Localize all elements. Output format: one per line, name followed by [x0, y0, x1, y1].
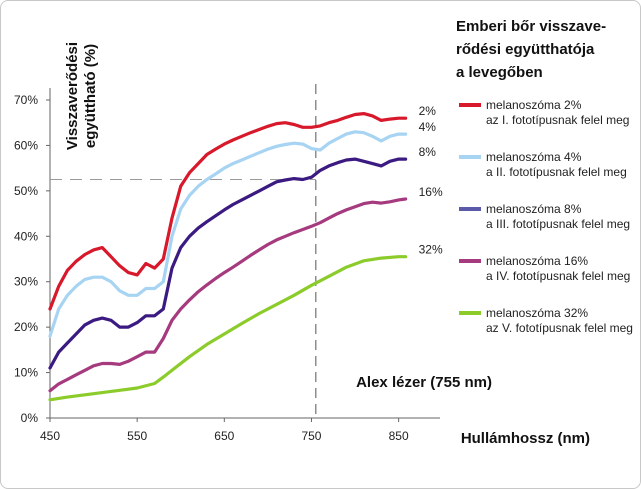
legend-series-subtitle: az V. fototípusnak felel meg [486, 321, 633, 335]
y-tick-label: 10% [14, 366, 38, 380]
y-tick-label: 40% [14, 229, 38, 243]
legend-series-name: melanoszóma 2% [486, 98, 582, 112]
axes [49, 88, 440, 419]
legend-items: melanoszóma 2%az I. fototípusnak felel m… [459, 98, 633, 335]
x-tick-label: 550 [127, 429, 147, 443]
legend-series-name: melanoszóma 16% [486, 254, 588, 268]
series-line-2pct [48, 111, 408, 311]
legend-title-line-2: rődési együtthatója [456, 41, 595, 58]
x-tick-label: 650 [214, 429, 234, 443]
y-axis-title-line-2: együttható (%) [82, 44, 99, 148]
legend-series-name: melanoszóma 4% [486, 150, 582, 164]
series-end-label: 32% [419, 243, 443, 257]
y-tick-label: 70% [14, 93, 38, 107]
x-axis-ticks: 450 550 650 750 850 [40, 418, 409, 443]
series-end-labels: 2% 4% 8% 16% 32% [419, 104, 443, 257]
legend-title-line-3: a levegőben [456, 64, 543, 81]
y-axis-title-line-1: Visszaverődési [64, 42, 81, 150]
legend-series-subtitle: az I. fototípusnak felel meg [486, 113, 629, 127]
series-line-4pct [48, 130, 408, 338]
x-axis-title: Hullámhossz (nm) [461, 430, 590, 447]
x-tick-label: 750 [301, 429, 321, 443]
series-lines [48, 111, 408, 402]
y-tick-label: 50% [14, 184, 38, 198]
annotation-label: Alex lézer (755 nm) [356, 374, 492, 391]
y-tick-label: 60% [14, 138, 38, 152]
legend-series-subtitle: a IV. fototípusnak felel meg [486, 269, 630, 283]
alex-laser-annotation: Alex lézer (755 nm) [50, 84, 492, 418]
y-tick-label: 30% [14, 275, 38, 289]
legend-series-name: melanoszóma 8% [486, 202, 582, 216]
y-axis-ticks: 0% 10% 20% 30% 40% 50% 60% 70% [14, 93, 50, 425]
legend: Emberi bőr visszave- rődési együtthatója… [456, 18, 633, 335]
series-line-16pct [48, 197, 408, 393]
series-end-label: 2% [419, 104, 437, 118]
x-tick-label: 450 [40, 429, 60, 443]
series-end-label: 4% [419, 120, 437, 134]
y-tick-label: 20% [14, 320, 38, 334]
legend-series-subtitle: a III. fototípusnak felel meg [486, 217, 630, 231]
series-end-label: 8% [419, 145, 437, 159]
legend-series-name: melanoszóma 32% [486, 306, 588, 320]
series-end-label: 16% [419, 185, 443, 199]
x-tick-label: 850 [389, 429, 409, 443]
legend-title-line-1: Emberi bőr visszave- [456, 18, 606, 35]
y-tick-label: 0% [21, 411, 39, 425]
series-line-8pct [48, 157, 408, 370]
series-line-32pct [48, 255, 408, 402]
legend-series-subtitle: a II. fototípusnak felel meg [486, 165, 627, 179]
